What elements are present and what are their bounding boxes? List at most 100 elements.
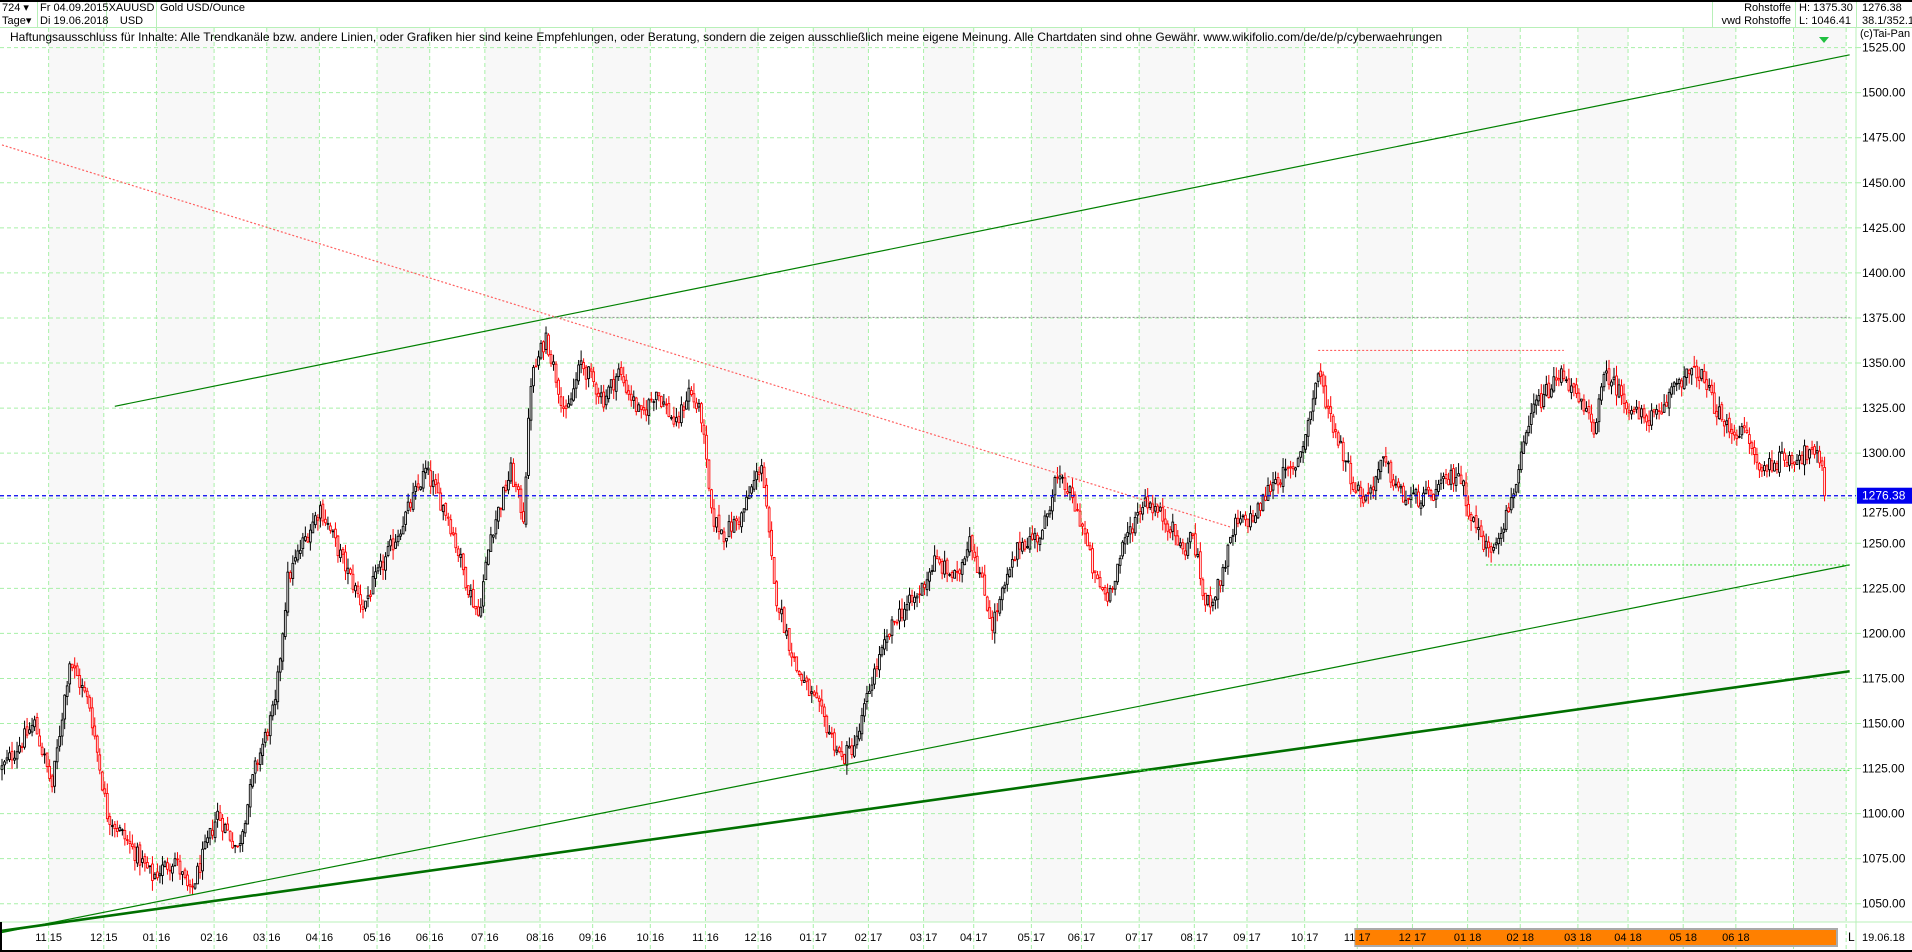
candle <box>1301 441 1305 464</box>
candle-body <box>845 745 849 766</box>
candle-body <box>1234 517 1237 536</box>
candle <box>1113 580 1117 596</box>
candle <box>1201 577 1205 601</box>
interval-dropdown[interactable]: Tage▾ <box>0 15 37 28</box>
candle <box>1394 475 1398 489</box>
candle <box>1366 482 1370 504</box>
candle-body <box>642 407 646 411</box>
candle-body <box>772 556 776 584</box>
candle-body <box>855 735 859 746</box>
candle-body <box>647 399 651 416</box>
candle <box>1788 451 1791 472</box>
candle-body <box>85 690 89 698</box>
candle-body <box>1504 509 1508 530</box>
candle-body <box>1590 413 1593 423</box>
candle <box>8 746 11 763</box>
x-tick-label: 07 17 <box>1125 932 1153 944</box>
candle <box>913 591 916 610</box>
candle <box>288 570 292 583</box>
candle <box>1211 598 1215 612</box>
candle-body <box>311 521 315 534</box>
candle <box>68 661 72 693</box>
candle <box>1743 417 1746 434</box>
bar-count-dropdown[interactable]: 724 ▾ <box>0 2 37 15</box>
candle <box>940 558 944 580</box>
candle <box>354 582 357 598</box>
candle <box>1499 526 1503 546</box>
candle-body <box>918 593 921 596</box>
month-band <box>156 28 215 922</box>
candle <box>1229 536 1232 545</box>
candle <box>1339 435 1343 444</box>
candle <box>835 745 839 756</box>
candle <box>1236 509 1240 528</box>
candle <box>1020 537 1024 555</box>
candle <box>1093 570 1097 584</box>
candle <box>156 863 159 881</box>
candle <box>1477 518 1480 541</box>
candle <box>1580 398 1583 410</box>
candle <box>133 842 137 871</box>
candle-body <box>1198 551 1202 579</box>
candle <box>1241 513 1245 523</box>
candle <box>146 856 149 869</box>
candle-body <box>514 483 518 487</box>
candle-body <box>45 752 49 767</box>
candle <box>1031 525 1034 541</box>
candle-body <box>1449 469 1453 485</box>
candle <box>1768 452 1771 477</box>
x-tick-label: 10 17 <box>1291 932 1319 944</box>
candle <box>406 493 410 515</box>
candle-body <box>702 424 706 435</box>
candle-body <box>1773 462 1776 472</box>
candle <box>1063 472 1067 498</box>
candle-body <box>1768 458 1771 471</box>
candle <box>449 514 453 537</box>
x-tick-label: 09 17 <box>1233 932 1261 944</box>
candle-body <box>524 476 528 525</box>
candle-body <box>1434 488 1438 500</box>
candle <box>233 844 237 854</box>
month-band <box>705 28 759 922</box>
candle <box>1126 522 1129 545</box>
candle <box>1141 501 1145 521</box>
candle <box>361 599 365 619</box>
candle-body <box>805 677 809 682</box>
candle <box>1542 384 1546 410</box>
candle-body <box>359 594 362 606</box>
candle <box>98 748 102 775</box>
candle-body <box>53 760 56 787</box>
candle-body <box>1687 369 1691 375</box>
candle <box>677 411 681 429</box>
axis-highlight-bar <box>1355 930 1836 945</box>
candle-body <box>1567 378 1571 391</box>
candle <box>883 628 886 656</box>
candle <box>411 482 415 512</box>
candle <box>1529 403 1533 434</box>
candle-body <box>975 555 979 573</box>
candle <box>492 534 495 544</box>
candle <box>1291 461 1295 475</box>
candle <box>599 385 603 404</box>
candle-body <box>572 388 575 401</box>
price-change: 38.1/352.1 <box>1862 15 1912 27</box>
bar-count-interval-cell[interactable]: 724 ▾ Tage▾ <box>0 2 38 28</box>
candle <box>1096 570 1099 580</box>
candle <box>243 820 247 837</box>
candle <box>720 529 723 535</box>
candle <box>933 545 936 572</box>
candle-body <box>1775 463 1779 471</box>
candle-body <box>40 746 44 755</box>
candle-body <box>619 367 623 375</box>
candle <box>1058 465 1062 488</box>
candle <box>792 652 796 662</box>
source: vwd Rohstoffe <box>1721 15 1791 27</box>
candle-body <box>113 823 117 830</box>
candle <box>1051 489 1054 520</box>
candle-body <box>1537 395 1541 402</box>
candle <box>1083 520 1087 545</box>
candle-body <box>1640 408 1643 418</box>
candle-body <box>812 691 816 696</box>
candle <box>45 752 49 773</box>
